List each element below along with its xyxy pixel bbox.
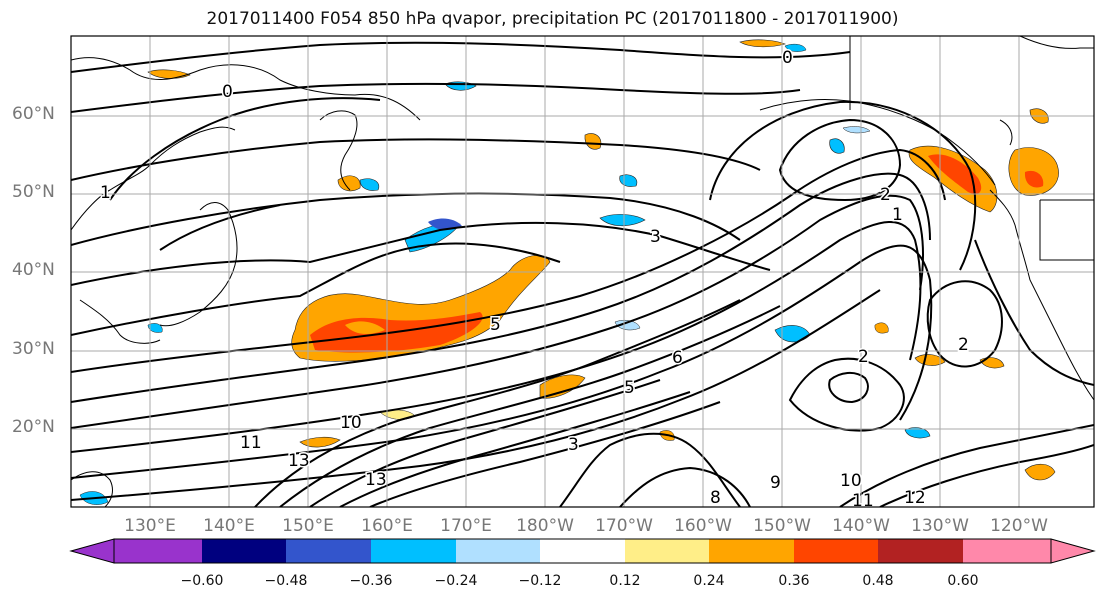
lon-label: 170°W	[595, 516, 653, 536]
colorbar-tick-label: −0.60	[180, 573, 224, 589]
contour-label: 10	[840, 471, 862, 491]
colorbar-extend-high	[1050, 538, 1096, 564]
lat-label: 50°N	[12, 182, 55, 202]
colorbar-extend-low	[69, 538, 115, 564]
contour-label: 2	[958, 335, 969, 355]
contour-label: 13	[288, 451, 310, 471]
qvapor-contours	[71, 41, 1094, 507]
precip-negative-patches	[79, 43, 931, 505]
colorbar-swatch	[456, 539, 540, 563]
contour-labels: 0 0 1 1 2 2 2 3 3 5 5 6 8 9 10 10 11 11 …	[99, 47, 971, 511]
colorbar	[69, 538, 1096, 564]
colorbar-outline	[113, 538, 1052, 564]
colorbar-tick-label: −0.12	[518, 573, 562, 589]
contour-label: 13	[365, 470, 387, 490]
contour-label: 0	[222, 82, 233, 102]
contour-label: 8	[710, 488, 721, 508]
lon-label: 160°W	[674, 516, 732, 536]
map-frame	[70, 35, 1095, 508]
contour-label: 5	[624, 378, 635, 398]
colorbar-tick-label: 0.12	[609, 573, 641, 589]
contour-label: 11	[852, 491, 874, 511]
lon-label: 130°W	[911, 516, 969, 536]
lon-label: 150°E	[282, 516, 334, 536]
colorbar-swatch	[625, 539, 709, 563]
lat-label: 20°N	[12, 417, 55, 437]
lon-label: 130°E	[124, 516, 176, 536]
contour-label: 9	[770, 473, 781, 493]
contour-label: 6	[672, 348, 683, 368]
lat-label: 30°N	[12, 339, 55, 359]
contour-label: 2	[858, 347, 869, 367]
lon-label: 140°W	[832, 516, 890, 536]
colorbar-swatch	[286, 539, 371, 563]
chart-title: 2017011400 F054 850 hPa qvapor, precipit…	[206, 9, 899, 29]
colorbar-swatch	[794, 539, 878, 563]
colorbar-tick-label: 0.60	[947, 573, 979, 589]
contour-label: 0	[782, 48, 793, 68]
colorbar-swatch	[878, 539, 963, 563]
contour-label: 12	[904, 488, 926, 508]
lon-label: 140°E	[203, 516, 255, 536]
graticule	[71, 36, 1094, 507]
lat-label: 60°N	[12, 104, 55, 124]
contour-label: 1	[892, 205, 903, 225]
lon-label: 170°E	[440, 516, 492, 536]
lat-label: 40°N	[12, 260, 55, 280]
colorbar-swatch	[709, 539, 794, 563]
contour-label: 5	[490, 315, 501, 335]
colorbar-tick-label: 0.24	[693, 573, 725, 589]
contour-label: 10	[340, 413, 362, 433]
colorbar-tick-label: −0.24	[434, 573, 478, 589]
colorbar-swatch	[371, 539, 456, 563]
colorbar-tick-label: 0.48	[862, 573, 894, 589]
contour-label: 3	[568, 435, 579, 455]
colorbar-swatch	[963, 539, 1051, 563]
colorbar-tick-label: −0.48	[264, 573, 308, 589]
colorbar-tick-label: 0.36	[778, 573, 810, 589]
contour-label: 3	[650, 227, 661, 247]
contour-label: 2	[880, 185, 891, 205]
colorbar-tick-label: −0.36	[349, 573, 393, 589]
contour-label: 11	[240, 433, 262, 453]
colorbar-swatch	[114, 539, 202, 563]
precip-positive-patches	[147, 39, 1059, 481]
lon-label: 180°W	[516, 516, 574, 536]
lon-label: 160°E	[361, 516, 413, 536]
colorbar-swatch	[202, 539, 286, 563]
contour-label: 1	[100, 183, 111, 203]
lon-label: 120°W	[990, 516, 1048, 536]
lon-label: 150°W	[753, 516, 811, 536]
colorbar-swatch	[540, 539, 625, 563]
